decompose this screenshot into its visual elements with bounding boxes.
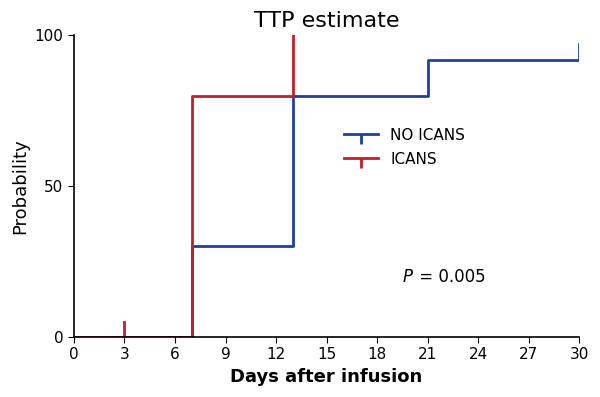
Legend: NO ICANS, ICANS: NO ICANS, ICANS: [344, 127, 465, 167]
Title: TTP estimate: TTP estimate: [254, 11, 400, 31]
Text: P: P: [403, 268, 412, 285]
X-axis label: Days after infusion: Days after infusion: [230, 368, 423, 386]
Y-axis label: Probability: Probability: [11, 138, 29, 234]
Text: = 0.005: = 0.005: [414, 268, 486, 285]
